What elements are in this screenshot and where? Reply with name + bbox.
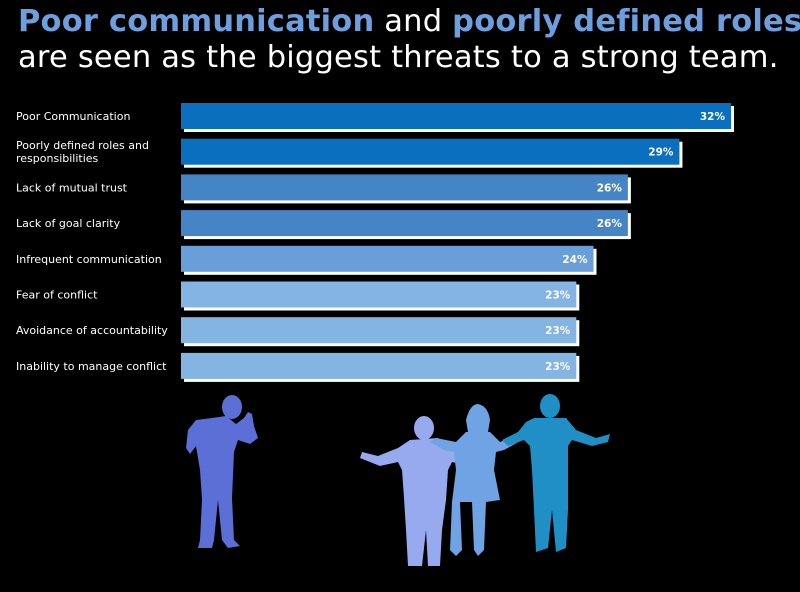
bar-value-label: 24% [562, 254, 588, 266]
category-label: Poorly defined roles and responsibilities [16, 139, 149, 165]
bar-value-label: 23% [545, 325, 571, 337]
category-label: Lack of goal clarity [16, 217, 121, 230]
people-illustration [186, 394, 610, 566]
bar [181, 281, 577, 308]
category-label: Fear of conflict [16, 289, 98, 302]
bar [181, 245, 594, 272]
bar-value-label: 26% [597, 182, 623, 194]
category-label: Poor Communication [16, 110, 130, 123]
category-label: Avoidance of accountability [16, 324, 168, 337]
shrugging-man-icon [360, 416, 488, 566]
bar [181, 317, 577, 344]
category-label: Lack of mutual trust [16, 181, 128, 194]
bar-value-label: 26% [597, 218, 623, 230]
headline-highlight-2: poorly defined roles [452, 4, 800, 39]
headline: Poor communication and poorly defined ro… [18, 4, 800, 76]
bar-chart: 32% Poor Communication 29% Poorly defined r… [16, 103, 734, 382]
category-label: Inability to manage conflict [16, 360, 167, 373]
bar-value-label: 29% [648, 147, 674, 159]
headline-line-2: are seen as the biggest threats to a str… [18, 40, 779, 75]
headline-line-1: Poor communication and poorly defined ro… [18, 4, 800, 40]
bar [181, 352, 577, 379]
headline-connector: and [374, 4, 453, 39]
bar [181, 174, 628, 201]
shrugging-woman-icon [430, 404, 522, 556]
category-label: Infrequent communication [16, 253, 162, 266]
thinking-person-icon [186, 395, 258, 548]
bar-value-label: 32% [700, 111, 726, 123]
shrugging-man-icon [502, 394, 610, 552]
bar-value-label: 23% [545, 290, 571, 302]
bar [181, 138, 680, 165]
bar [181, 210, 628, 237]
headline-highlight-1: Poor communication [18, 4, 375, 39]
bar [181, 103, 731, 129]
bar-value-label: 23% [545, 361, 571, 373]
